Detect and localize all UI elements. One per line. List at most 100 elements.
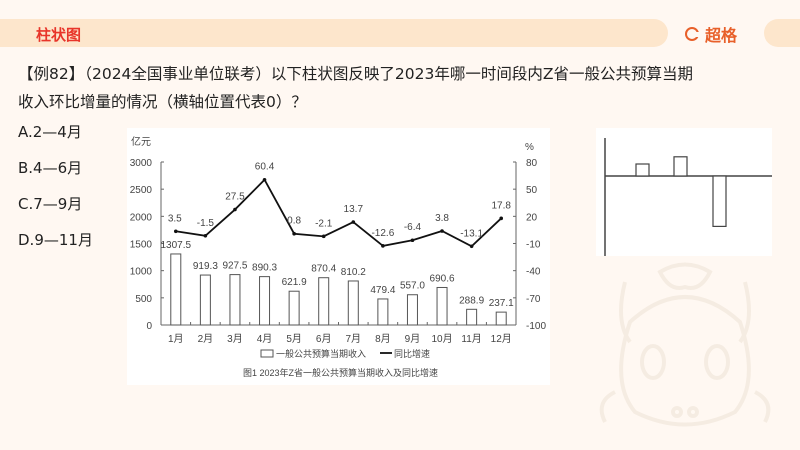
growth-point [499, 216, 504, 221]
revenue-bar [288, 290, 300, 326]
brand-logo: 超格 [685, 22, 737, 46]
left-tick-label: 0 [146, 321, 152, 332]
x-tick-label: 7月 [346, 333, 362, 345]
line-value-label: 27.5 [225, 192, 245, 203]
x-tick-label: 9月 [405, 333, 421, 345]
left-tick-label: 2000 [130, 212, 153, 223]
bar-value-label: 870.4 [311, 264, 336, 275]
increment-bar-chart-svg [604, 138, 772, 256]
bar-value-label: 557.0 [400, 281, 425, 292]
line-value-label: 3.5 [168, 213, 182, 224]
legend-bar-label: 一般公共预算当期收入 [276, 348, 366, 359]
left-tick-label: 1500 [130, 240, 153, 251]
line-value-label: 3.8 [435, 213, 449, 224]
left-tick-label: 1000 [130, 267, 153, 278]
right-tick-label: 80 [526, 158, 538, 169]
x-tick-label: 2月 [198, 333, 214, 345]
revenue-bar [347, 280, 359, 326]
line-value-label: -13.1 [460, 228, 483, 239]
bar-value-label: 288.9 [459, 295, 484, 306]
line-value-label: -2.1 [315, 218, 333, 229]
bar-value-label: 237.1 [489, 298, 514, 309]
question-line-2: 收入环比增量的情况（横轴位置代表0）？ [18, 93, 307, 111]
growth-point [351, 220, 356, 224]
growth-point [173, 229, 178, 234]
line-value-label: -1.5 [197, 218, 215, 229]
option-c[interactable]: C.7—9月 [18, 195, 83, 213]
question-text: 【例82】（2024全国事业单位联考）以下柱状图反映了2023年哪一时间段内Z省… [18, 60, 778, 116]
right-tick-label: -40 [526, 267, 541, 278]
growth-point [203, 234, 208, 238]
line-value-label: 0.8 [287, 216, 301, 227]
header-pill-decoration [764, 19, 800, 47]
main-chart: 亿元% 3000 2500 2000 1500 1000 500 0 80 50 20 -10 -40 -… [127, 128, 550, 385]
answer-options: A.2—4月 B.4—6月 C.7—9月 D.9—11月 [18, 122, 93, 266]
left-tick-label: 3000 [130, 158, 153, 169]
line-value-label: -12.6 [371, 228, 394, 239]
mascot-watermark-icon [599, 262, 771, 427]
growth-point [292, 231, 296, 236]
bar-value-label: 690.6 [430, 273, 455, 284]
header-bar [0, 19, 668, 47]
bar-value-label: 890.3 [252, 263, 277, 274]
revenue-bar [406, 294, 418, 326]
option-b[interactable]: B.4—6月 [18, 159, 83, 177]
bar-value-label: 1307.5 [160, 240, 191, 251]
x-tick-label: 5月 [286, 333, 302, 345]
growth-point [440, 229, 444, 233]
increment-bar [712, 175, 727, 228]
growth-point [469, 244, 474, 249]
right-tick-label: -10 [526, 240, 541, 251]
growth-point [410, 238, 415, 243]
bar-value-label: 621.9 [282, 277, 307, 288]
bar-value-label: 479.4 [370, 285, 395, 296]
question-line-1: 【例82】（2024全国事业单位联考）以下柱状图反映了2023年哪一时间段内Z省… [18, 65, 693, 83]
line-value-label: -6.4 [404, 222, 422, 233]
revenue-bar [170, 253, 182, 326]
option-a[interactable]: A.2—4月 [18, 123, 82, 141]
line-value-label: 60.4 [255, 162, 275, 173]
legend-bar-swatch [260, 349, 274, 358]
x-tick-label: 3月 [227, 333, 243, 345]
combo-chart-svg: 亿元 % 3000 2500 2000 1500 1000 500 0 80 50 20 -10 -40 -… [130, 135, 547, 378]
left-tick-label: 2500 [130, 185, 153, 196]
revenue-bar [436, 286, 448, 326]
bar-value-label: 927.5 [222, 261, 247, 272]
revenue-bar [199, 274, 211, 326]
growth-point [321, 234, 326, 239]
growth-point [233, 207, 237, 212]
x-tick-label: 12月 [491, 333, 512, 345]
line-value-label: 17.8 [491, 200, 511, 211]
revenue-bar [377, 298, 389, 326]
revenue-bar [259, 276, 271, 326]
left-axis-unit: 亿元 [131, 135, 151, 148]
logo-text: 超格 [705, 26, 738, 45]
x-tick-label: 6月 [316, 333, 332, 345]
increment-bar [673, 156, 688, 177]
page-title: 柱状图 [36, 26, 82, 44]
revenue-bar [229, 274, 241, 326]
bar-value-label: 810.2 [341, 267, 366, 278]
x-tick-label: 10月 [431, 333, 452, 345]
line-value-label: 13.7 [344, 204, 364, 215]
growth-point [262, 177, 267, 182]
revenue-bar [318, 277, 330, 326]
bar-value-label: 919.3 [193, 261, 218, 272]
left-tick-label: 500 [135, 294, 152, 305]
right-axis-unit: % [525, 142, 534, 153]
g-circle-logo-icon [685, 27, 700, 41]
x-tick-label: 4月 [257, 333, 273, 345]
reference-chart [596, 128, 772, 256]
chart-caption: 图1 2023年Z省一般公共预算当期收入及同比增速 [243, 367, 438, 378]
revenue-bar [466, 308, 478, 326]
right-tick-label: -70 [526, 294, 541, 305]
x-tick-label: 1月 [168, 333, 184, 345]
increment-bar [635, 163, 650, 177]
growth-point [381, 244, 385, 248]
right-tick-label: 50 [526, 185, 538, 196]
right-tick-label: 20 [526, 212, 538, 223]
growth-line [175, 178, 502, 248]
legend-line-label: 同比增速 [394, 348, 430, 359]
right-tick-label: -100 [526, 321, 546, 332]
option-d[interactable]: D.9—11月 [18, 231, 93, 249]
